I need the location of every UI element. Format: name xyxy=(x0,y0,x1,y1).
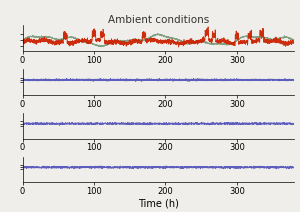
Title: Ambient conditions: Ambient conditions xyxy=(108,15,209,25)
X-axis label: Time (h): Time (h) xyxy=(138,199,179,209)
